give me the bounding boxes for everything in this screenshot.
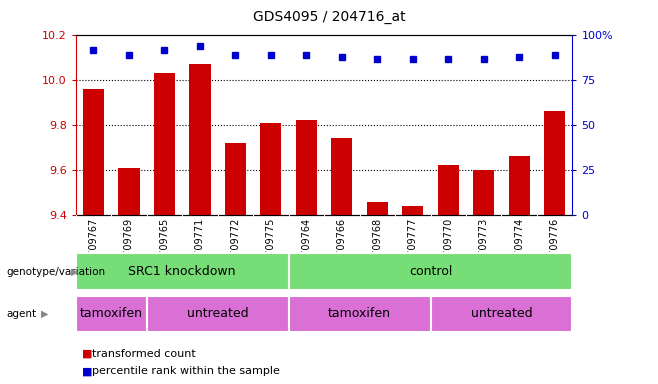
Text: ■: ■ (82, 349, 93, 359)
Bar (76, 296, 147, 332)
Text: transformed count: transformed count (92, 349, 196, 359)
Text: ▶: ▶ (41, 309, 49, 319)
Bar (544, 111, 565, 215)
Bar (118, 168, 139, 215)
Text: genotype/variation: genotype/variation (7, 266, 106, 277)
Bar (76, 253, 289, 290)
Text: percentile rank within the sample: percentile rank within the sample (92, 366, 280, 376)
Bar (402, 206, 424, 215)
Text: tamoxifen: tamoxifen (328, 308, 391, 320)
Text: untreated: untreated (187, 308, 249, 320)
Bar (430, 296, 572, 332)
Text: ■: ■ (82, 366, 93, 376)
Text: tamoxifen: tamoxifen (80, 308, 143, 320)
Bar (289, 296, 430, 332)
Bar (509, 156, 530, 215)
Bar (295, 120, 317, 215)
Bar (331, 138, 353, 215)
Bar (147, 296, 289, 332)
Text: untreated: untreated (470, 308, 532, 320)
Bar (83, 89, 104, 215)
Bar (367, 202, 388, 215)
Text: ▶: ▶ (71, 266, 78, 277)
Bar (154, 73, 175, 215)
Text: control: control (409, 265, 452, 278)
Bar (473, 170, 494, 215)
Text: agent: agent (7, 309, 37, 319)
Bar (438, 166, 459, 215)
Bar (190, 64, 211, 215)
Bar (260, 122, 282, 215)
Bar (224, 143, 246, 215)
Text: GDS4095 / 204716_at: GDS4095 / 204716_at (253, 10, 405, 23)
Bar (289, 253, 572, 290)
Text: SRC1 knockdown: SRC1 knockdown (128, 265, 236, 278)
